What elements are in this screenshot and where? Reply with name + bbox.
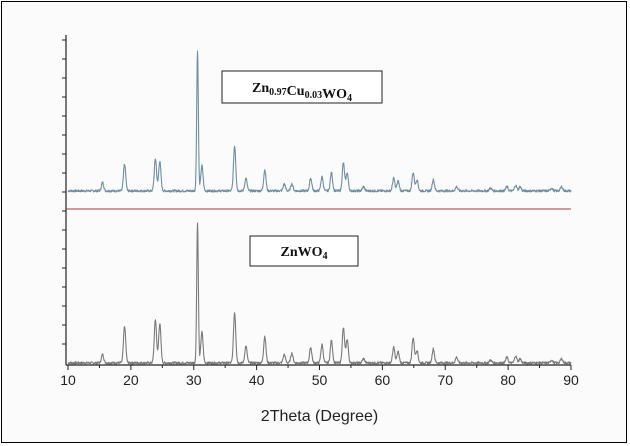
- legend-subscript: 0.03: [305, 90, 323, 101]
- x-tick-label: 40: [249, 372, 265, 388]
- legend-text-part: Zn: [252, 81, 269, 96]
- legend-text-part: Cu: [287, 84, 305, 99]
- legend-subscript: 4: [347, 93, 352, 104]
- legend-label-2: ZnWO4: [280, 245, 327, 262]
- series-line-2: [67, 222, 572, 365]
- legend-box-1: [221, 70, 383, 104]
- legend-text-part: WO: [322, 87, 347, 102]
- series-line-1: [67, 50, 572, 193]
- legend-text-part: ZnWO: [280, 245, 322, 260]
- x-tick-label: 80: [500, 372, 516, 388]
- legend-subscript: 0.97: [269, 87, 287, 98]
- legend-subscript: 4: [323, 251, 328, 262]
- x-tick-label: 20: [123, 372, 139, 388]
- x-tick-label: 10: [60, 372, 76, 388]
- x-axis-title: 2Theta (Degree): [261, 408, 378, 425]
- x-tick-label: 30: [186, 372, 202, 388]
- x-tick-label: 90: [563, 372, 579, 388]
- legend-box-2: [249, 235, 359, 267]
- x-tick-label: 70: [437, 372, 453, 388]
- x-tick-label: 60: [375, 372, 391, 388]
- legend-label-1: Zn0.97Cu0.03WO4: [252, 81, 352, 104]
- x-tick-label: 50: [312, 372, 328, 388]
